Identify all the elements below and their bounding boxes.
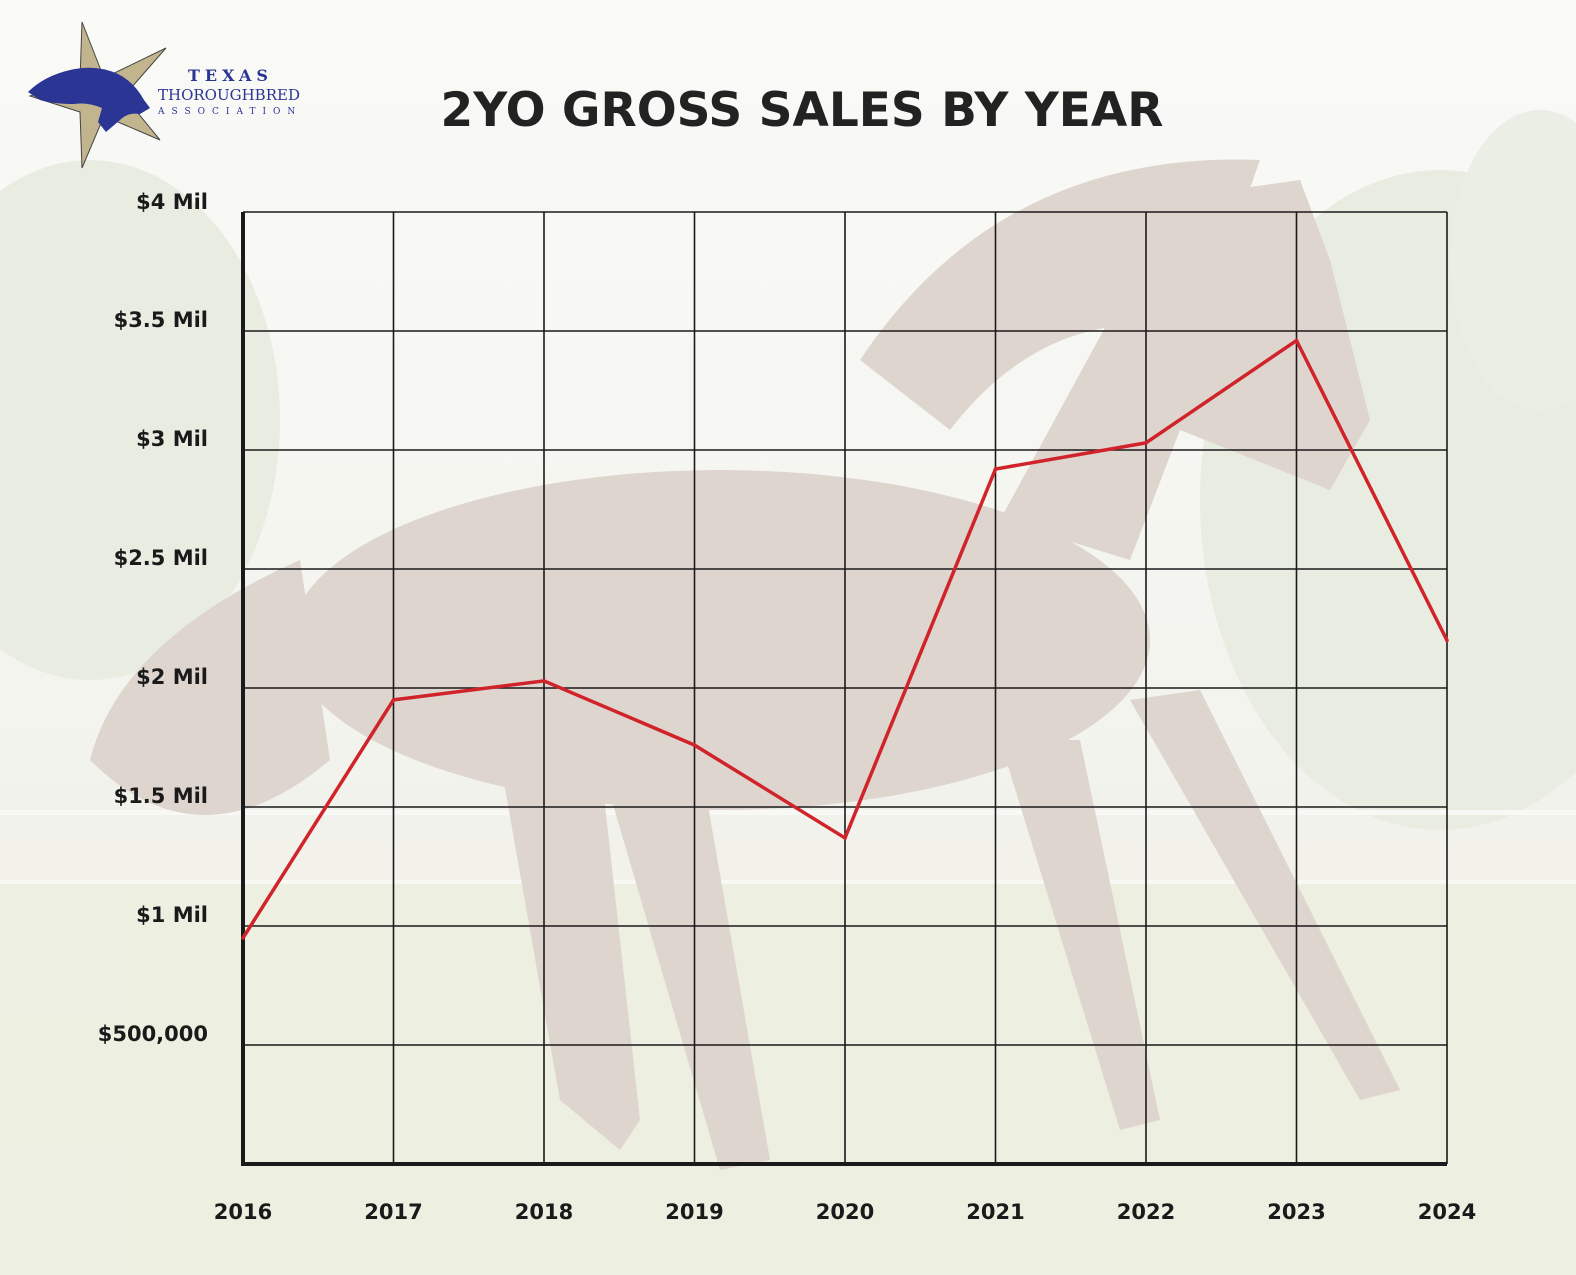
- x-tick-label: 2021: [966, 1200, 1024, 1224]
- series-group: [241, 337, 1449, 940]
- logo-texas: TEXAS: [188, 66, 273, 85]
- y-tick-label: $3 Mil: [136, 427, 208, 451]
- data-point-2020: [843, 836, 847, 840]
- x-tick-label: 2018: [515, 1200, 573, 1224]
- y-tick-label: $2.5 Mil: [114, 546, 208, 570]
- data-point-2021: [993, 467, 998, 471]
- x-tick-label: 2016: [214, 1200, 272, 1224]
- y-tick-label: $4 Mil: [136, 190, 208, 214]
- data-point-2017: [391, 698, 396, 702]
- x-tick-label: 2017: [364, 1200, 422, 1224]
- data-point-2023: [1294, 338, 1299, 343]
- x-axis-tick-labels: 2016 2017 2018 2019 2020 2021 2022 2023 2024: [214, 1200, 1476, 1224]
- y-tick-label: $2 Mil: [136, 665, 208, 689]
- x-tick-label: 2020: [816, 1200, 874, 1224]
- x-tick-label: 2019: [665, 1200, 723, 1224]
- logo-association: ASSOCIATION: [157, 107, 302, 117]
- data-point-2024: [1445, 638, 1449, 643]
- logo-thoroughbred: THOROUGHBRED: [158, 86, 300, 104]
- y-tick-label: $1 Mil: [136, 903, 208, 927]
- y-tick-label: $3.5 Mil: [114, 308, 208, 332]
- x-tick-label: 2024: [1418, 1200, 1476, 1224]
- x-tick-label: 2023: [1267, 1200, 1325, 1224]
- texas-thoroughbred-logo: TEXAS THOROUGHBRED ASSOCIATION: [28, 21, 302, 169]
- data-point-2022: [1144, 441, 1148, 445]
- grid-lines: [243, 211, 1448, 1164]
- y-axis-tick-labels: $500,000 $1 Mil $1.5 Mil $2 Mil $2.5 Mil $3 M…: [98, 190, 208, 1046]
- chart-title: 2YO GROSS SALES BY YEAR: [441, 83, 1164, 138]
- data-point-2016: [241, 936, 245, 940]
- x-tick-label: 2022: [1117, 1200, 1175, 1224]
- data-point-2018: [542, 679, 546, 683]
- chart-axes: [241, 212, 1447, 1166]
- y-tick-label: $1.5 Mil: [114, 784, 208, 808]
- horse-head-icon: [28, 67, 150, 132]
- y-tick-label: $500,000: [98, 1022, 208, 1046]
- data-point-2019: [692, 743, 697, 747]
